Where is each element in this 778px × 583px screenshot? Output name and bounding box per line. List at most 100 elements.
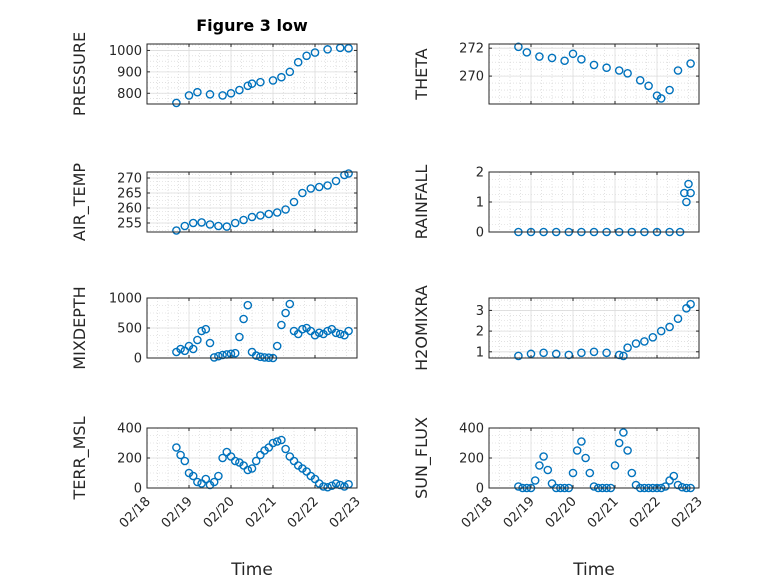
y-axis-label: H2OMIXRA bbox=[412, 285, 431, 371]
data-point bbox=[310, 330, 320, 340]
data-point bbox=[205, 220, 215, 229]
data-point bbox=[251, 351, 261, 360]
data-point bbox=[218, 91, 227, 100]
data-point bbox=[686, 188, 695, 198]
data-point bbox=[205, 90, 215, 99]
data-point bbox=[264, 209, 274, 219]
data-point bbox=[205, 338, 215, 348]
data-point bbox=[547, 53, 557, 63]
data-point bbox=[243, 300, 253, 310]
data-point bbox=[298, 324, 307, 334]
data-point bbox=[656, 326, 666, 336]
data-point bbox=[277, 320, 286, 330]
data-point bbox=[247, 79, 257, 88]
data-point bbox=[188, 471, 198, 481]
y-axis-label: RAINFALL bbox=[412, 165, 431, 240]
data-point bbox=[314, 328, 324, 338]
y-tick-label: 0 bbox=[476, 226, 484, 241]
data-point bbox=[310, 48, 320, 57]
y-tick-label: 400 bbox=[117, 422, 142, 437]
data-point bbox=[285, 299, 295, 309]
data-point bbox=[514, 482, 523, 491]
data-point bbox=[551, 349, 561, 359]
data-point bbox=[539, 348, 548, 358]
data-point bbox=[193, 335, 202, 345]
data-point bbox=[623, 446, 632, 455]
data-point bbox=[640, 337, 649, 346]
data-point bbox=[619, 351, 628, 361]
y-tick-label: 2 bbox=[476, 325, 484, 340]
data-point bbox=[268, 438, 278, 448]
data-point bbox=[247, 212, 257, 222]
subplot-pressure: 800 900 1000 PRESSURE bbox=[70, 32, 358, 116]
data-point bbox=[214, 221, 223, 231]
data-point bbox=[543, 465, 553, 475]
data-point bbox=[260, 353, 269, 362]
y-tick-label: 500 bbox=[117, 322, 142, 337]
data-point bbox=[319, 482, 328, 491]
data-point bbox=[323, 181, 332, 190]
y-tick-label: 0 bbox=[134, 352, 142, 367]
data-point bbox=[602, 63, 611, 73]
data-point bbox=[323, 326, 332, 336]
subplot-theta: 270 272 THETA bbox=[412, 42, 700, 105]
data-point bbox=[568, 49, 578, 59]
data-point bbox=[218, 453, 227, 463]
y-tick-label: 2 bbox=[476, 166, 484, 181]
data-point bbox=[218, 350, 227, 360]
data-point bbox=[209, 353, 219, 362]
data-point bbox=[172, 226, 181, 235]
data-point bbox=[535, 52, 544, 61]
data-point bbox=[530, 476, 540, 485]
axes-box bbox=[146, 171, 358, 233]
data-point bbox=[239, 314, 248, 324]
data-point bbox=[214, 471, 223, 481]
data-point bbox=[188, 344, 198, 354]
data-point bbox=[673, 480, 683, 490]
data-point bbox=[344, 169, 353, 178]
data-point bbox=[201, 324, 211, 334]
data-point bbox=[302, 51, 311, 61]
data-point bbox=[577, 437, 586, 446]
data-point bbox=[226, 88, 236, 98]
data-point bbox=[335, 480, 345, 490]
data-point bbox=[644, 81, 653, 91]
y-tick-label: 1 bbox=[476, 345, 484, 360]
y-tick-label: 800 bbox=[117, 87, 142, 102]
data-point bbox=[331, 479, 341, 488]
data-point bbox=[610, 461, 620, 470]
data-point bbox=[344, 43, 353, 53]
data-point bbox=[682, 197, 691, 207]
y-tick-label: 3 bbox=[476, 304, 484, 319]
data-point bbox=[323, 45, 332, 54]
data-point bbox=[272, 341, 282, 351]
data-point bbox=[656, 94, 666, 103]
y-tick-label: 265 bbox=[117, 187, 142, 202]
data-point bbox=[344, 326, 353, 336]
subplot-rainfall: 0 1 2 RAINFALL bbox=[412, 165, 700, 241]
data-point bbox=[243, 465, 253, 475]
data-point bbox=[230, 456, 240, 466]
data-point bbox=[180, 456, 190, 466]
data-point bbox=[230, 218, 240, 228]
y-axis-label: THETA bbox=[412, 48, 431, 100]
data-point bbox=[669, 471, 679, 481]
data-point bbox=[340, 170, 349, 180]
y-tick-label: 0 bbox=[476, 482, 484, 497]
data-point bbox=[514, 351, 523, 361]
data-point bbox=[197, 326, 206, 336]
data-point bbox=[272, 208, 282, 217]
data-point bbox=[335, 329, 345, 339]
data-point bbox=[222, 222, 232, 231]
y-tick-label: 1000 bbox=[109, 292, 142, 307]
data-point bbox=[323, 482, 332, 492]
data-point bbox=[661, 482, 670, 491]
y-tick-label: 270 bbox=[459, 70, 484, 85]
x-axis-label-left: Time bbox=[230, 560, 273, 580]
y-axis-label: PRESSURE bbox=[70, 32, 89, 116]
y-axis-label: SUN_FLUX bbox=[412, 417, 432, 499]
data-point bbox=[251, 456, 261, 466]
y-tick-label: 200 bbox=[117, 452, 142, 467]
